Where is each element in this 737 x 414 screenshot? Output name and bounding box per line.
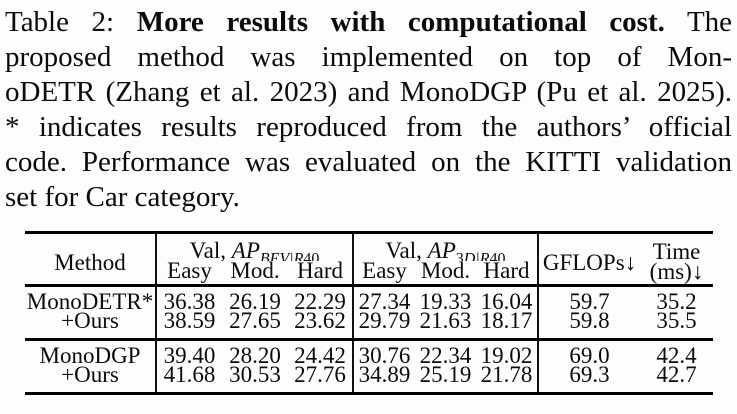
- cell-value: 35.2: [656, 289, 697, 311]
- table-row: MonoDETR* 36.38 26.19 22.29 27.34 19.33 …: [25, 285, 713, 311]
- table-header: Method Val, APBEV|R40 Val, AP3D|R40 GFLO…: [25, 232, 714, 286]
- col-header-bev-hard: Hard: [297, 261, 343, 283]
- cell-value: 25.19: [419, 365, 472, 387]
- cell-value: 24.42: [294, 343, 346, 365]
- cell-value: 21.78: [480, 365, 533, 387]
- cell-value: 39.40: [155, 339, 222, 365]
- cell-value: 16.04: [480, 289, 533, 311]
- cell-value: 34.89: [352, 365, 416, 394]
- cell-value: 21.63: [419, 311, 472, 333]
- cell-value: 69.3: [537, 365, 641, 394]
- table-group-monodgp: MonoDGP 39.40 28.20 24.42 30.76 22.34 19…: [25, 339, 713, 394]
- ap-3d-sub-c: 40: [489, 250, 506, 261]
- ap-bev-symbol: AP: [231, 238, 260, 261]
- ap-3d-sub-a: 3: [455, 250, 464, 261]
- col-header-3d-mod: Mod.: [420, 261, 471, 283]
- cell-value: 42.7: [656, 365, 697, 387]
- time-header-line2: (ms)↓: [649, 259, 704, 284]
- cell-value: 42.4: [656, 343, 697, 365]
- ap-bev-prefix: Val,: [189, 238, 227, 261]
- cell-value: 36.38: [155, 285, 222, 311]
- ap-bev-sub-c: 40: [303, 250, 320, 261]
- col-header-method: Method: [54, 249, 126, 275]
- cell-value: 41.68: [155, 365, 222, 394]
- cell-value: 69.0: [537, 339, 641, 365]
- time-header-line1: Time: [652, 239, 701, 264]
- cell-value: 22.34: [419, 343, 472, 365]
- ap-bev-sub-b: BEV|R: [259, 250, 304, 261]
- cell-value: 19.02: [480, 343, 533, 365]
- cell-value: 30.76: [352, 339, 416, 365]
- cell-value: 59.7: [537, 285, 641, 311]
- cell-value: 26.19: [229, 289, 281, 311]
- table-row: +Ours 38.59 27.65 23.62 29.79 21.63 18.1…: [25, 311, 713, 340]
- caption-line-6: set for Car category.: [5, 181, 240, 213]
- cell-method: +Ours: [61, 311, 119, 333]
- cell-value: 27.34: [352, 285, 416, 311]
- cell-value: 38.59: [155, 311, 222, 340]
- ap-3d-prefix: Val,: [385, 238, 422, 261]
- cell-value: 30.53: [229, 365, 281, 387]
- ap-3d-subscript: 3D|R40: [456, 251, 506, 261]
- ap-bev-subscript: BEV|R40: [260, 251, 320, 261]
- cell-method: MonoDETR*: [26, 289, 154, 311]
- caption-line-3: oDETR (Zhang et al. 2023) and MonoDGP (P…: [5, 76, 732, 108]
- col-header-3d-hard: Hard: [483, 261, 530, 283]
- ap-3d-sub-b: D|R: [463, 250, 490, 261]
- cell-value: 35.5: [656, 311, 697, 333]
- cell-value: 59.8: [537, 311, 641, 340]
- group-header-ap-bev: Val, APBEV|R40: [154, 232, 354, 261]
- caption-suffix: The: [686, 6, 733, 38]
- col-header-time: Time (ms)↓: [640, 233, 713, 286]
- results-table-container: Method Val, APBEV|R40 Val, AP3D|R40 GFLO…: [25, 231, 737, 395]
- col-header-3d-easy: Easy: [352, 261, 416, 286]
- cell-value: 19.33: [419, 289, 472, 311]
- ap-3d-symbol: AP: [427, 238, 456, 261]
- col-header-bev-easy: Easy: [155, 261, 222, 286]
- results-table: Method Val, APBEV|R40 Val, AP3D|R40 GFLO…: [25, 231, 714, 395]
- cell-value: 18.17: [480, 311, 533, 333]
- col-header-gflops: GFLOPs↓: [537, 232, 641, 286]
- cell-method: MonoDGP: [39, 343, 141, 365]
- cell-value: 29.79: [352, 311, 416, 340]
- cell-method: +Ours: [61, 365, 119, 387]
- cell-value: 27.76: [294, 365, 346, 387]
- caption-bold-title: More results with computational cost.: [136, 6, 665, 38]
- caption-line-2: proposed method was implemented on top o…: [5, 41, 732, 73]
- table-group-monodetr: MonoDETR* 36.38 26.19 22.29 27.34 19.33 …: [25, 285, 714, 340]
- caption-line-1: Table 2: More results with computational…: [5, 5, 732, 40]
- col-header-bev-mod: Mod.: [230, 261, 280, 283]
- cell-value: 28.20: [229, 343, 281, 365]
- table-row: MonoDGP 39.40 28.20 24.42 30.76 22.34 19…: [25, 339, 713, 365]
- table-row: +Ours 41.68 30.53 27.76 34.89 25.19 21.7…: [25, 365, 713, 394]
- group-header-ap-3d: Val, AP3D|R40: [352, 232, 539, 261]
- table-caption: Table 2: More results with computational…: [5, 5, 732, 213]
- cell-value: 27.65: [229, 311, 281, 333]
- cell-value: 22.29: [294, 289, 346, 311]
- caption-line-4: * indicates results reproduced from the …: [5, 111, 732, 143]
- caption-prefix: Table 2:: [5, 6, 115, 38]
- caption-line-5: code. Performance was evaluated on the K…: [5, 146, 732, 178]
- cell-value: 23.62: [294, 311, 346, 333]
